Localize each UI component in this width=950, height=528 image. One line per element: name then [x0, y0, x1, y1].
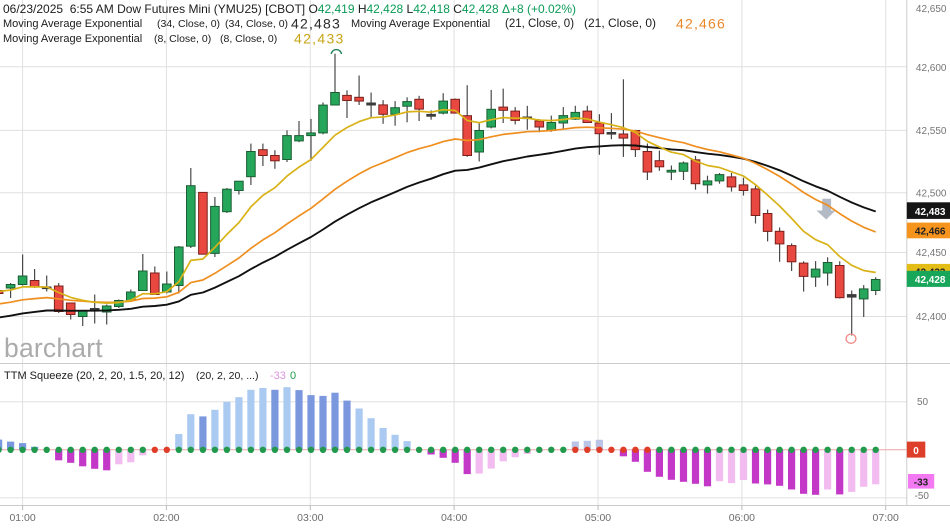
svg-text:03:00: 03:00: [297, 512, 323, 524]
svg-text:-33: -33: [914, 477, 929, 488]
svg-text:42,450: 42,450: [916, 248, 947, 259]
svg-text:Moving Average Exponential(8,: Moving Average Exponential (8, Close, 0)(…: [3, 31, 345, 47]
svg-text:01:00: 01:00: [9, 512, 35, 524]
svg-text:50: 50: [917, 397, 929, 408]
svg-text:TTM Squeeze (20, 2, 20, 1.5, 2: TTM Squeeze (20, 2, 20, 1.5, 20, 12) (20,…: [4, 370, 296, 382]
svg-text:04:00: 04:00: [441, 512, 467, 524]
svg-text:06:00: 06:00: [729, 512, 755, 524]
svg-text:42,483: 42,483: [915, 207, 946, 218]
svg-text:07:00: 07:00: [873, 512, 899, 524]
svg-text:42,466: 42,466: [915, 227, 946, 238]
svg-text:42,600: 42,600: [916, 63, 947, 74]
svg-text:Moving Average Exponential(34,: Moving Average Exponential (34, Close, 0)…: [3, 16, 726, 32]
svg-text:02:00: 02:00: [153, 512, 179, 524]
svg-text:06/23/2025 6:55 AM Dow Future: 06/23/2025 6:55 AM Dow Futures Mini (YMU…: [3, 2, 576, 16]
svg-text:42,400: 42,400: [916, 312, 947, 323]
svg-text:-50: -50: [915, 491, 930, 502]
svg-text:0: 0: [913, 446, 919, 457]
svg-text:42,428: 42,428: [915, 275, 946, 286]
svg-text:42,650: 42,650: [916, 4, 947, 15]
svg-text:05:00: 05:00: [585, 512, 611, 524]
svg-text:42,500: 42,500: [916, 188, 947, 199]
svg-text:barchart: barchart: [4, 333, 103, 363]
svg-text:42,550: 42,550: [916, 126, 947, 137]
